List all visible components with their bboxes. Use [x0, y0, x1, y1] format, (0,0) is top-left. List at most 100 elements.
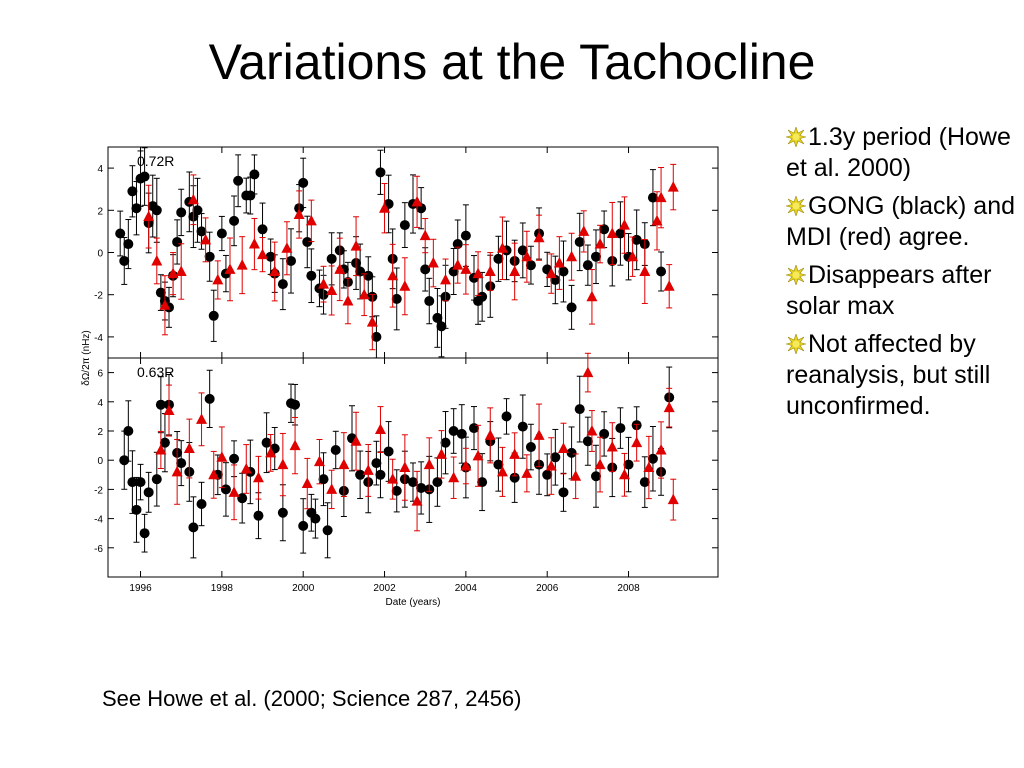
data-point-gong: [432, 312, 443, 323]
data-point-mdi: [651, 214, 663, 226]
data-point-mdi: [533, 429, 545, 440]
data-point-gong: [253, 510, 264, 521]
yellow-starburst-icon: [786, 334, 806, 354]
yellow-starburst-icon: [786, 196, 806, 216]
x-axis-label: Date (years): [385, 597, 440, 608]
data-point-gong: [139, 528, 150, 539]
data-point-mdi: [342, 295, 354, 306]
data-point-mdi: [435, 448, 447, 459]
data-point-mdi: [143, 210, 155, 222]
y-tick-label: -4: [94, 515, 103, 526]
data-point-gong: [127, 477, 138, 488]
data-point-gong: [326, 253, 337, 264]
data-point-gong: [204, 393, 215, 404]
data-point-mdi: [313, 455, 325, 467]
data-point-mdi: [374, 423, 386, 435]
data-point-gong: [237, 493, 248, 504]
data-point-mdi: [509, 265, 521, 276]
bullet-list: 1.3y period (Howe et al. 2000) GONG (bla…: [786, 122, 1018, 429]
data-point-gong: [383, 446, 394, 457]
data-point-gong: [615, 228, 626, 239]
bullet-text: 1.3y period (Howe et al. 2000): [786, 123, 1011, 182]
data-point-gong: [582, 436, 593, 447]
data-point-mdi: [423, 458, 435, 470]
data-point-gong: [542, 469, 553, 480]
x-tick-label: 2000: [292, 583, 315, 594]
data-point-mdi: [655, 191, 667, 203]
data-point-mdi: [521, 250, 533, 262]
data-point-mdi: [252, 471, 264, 483]
data-point-mdi: [472, 267, 484, 279]
data-point-gong: [525, 260, 536, 271]
data-point-gong: [261, 437, 272, 448]
data-point-gong: [477, 291, 488, 302]
data-point-gong: [277, 279, 288, 290]
bullet-text: GONG (black) and MDI (red) agree.: [786, 192, 1016, 251]
data-point-mdi: [627, 250, 639, 262]
data-point-mdi: [460, 263, 472, 274]
data-point-mdi: [557, 442, 569, 454]
data-point-gong: [639, 477, 650, 488]
data-point-gong: [277, 507, 288, 518]
data-point-gong: [290, 399, 301, 410]
data-point-mdi: [496, 242, 508, 253]
data-point-gong: [306, 270, 317, 281]
data-point-gong: [375, 469, 386, 480]
data-point-mdi: [663, 280, 675, 291]
data-point-mdi: [248, 238, 260, 249]
data-point-gong: [192, 205, 203, 216]
y-tick-label: -2: [94, 291, 103, 302]
data-point-mdi: [509, 448, 521, 459]
data-point-gong: [420, 264, 431, 275]
data-point-mdi: [643, 461, 655, 472]
data-point-gong: [517, 245, 528, 256]
panel-frame: [107, 357, 719, 578]
x-tick-label: 2006: [536, 583, 559, 594]
data-point-gong: [517, 421, 528, 432]
data-point-mdi: [594, 238, 606, 249]
data-point-mdi: [639, 265, 651, 276]
data-point-mdi: [208, 468, 220, 480]
data-point-gong: [298, 177, 309, 188]
panel-label: 0.72R: [137, 153, 174, 169]
y-axis-label: δΩ/2π (nHz): [81, 330, 92, 386]
data-point-mdi: [183, 442, 195, 454]
data-point-gong: [647, 192, 658, 203]
chart-svg: -4 -2 0 2 4 0.72R -6 -4 -2 0 2 4 6 0.63R 1996 1998 2000 2…: [81, 146, 719, 608]
x-tick-label: 2002: [373, 583, 396, 594]
data-point-mdi: [326, 284, 338, 295]
data-point-gong: [115, 228, 126, 239]
data-point-gong: [322, 525, 333, 536]
data-point-gong: [436, 321, 447, 332]
y-tick-label: -2: [94, 485, 103, 496]
data-point-gong: [566, 302, 577, 313]
x-tick-label: 1996: [129, 583, 152, 594]
data-point-mdi: [452, 259, 464, 270]
data-point-mdi: [175, 265, 187, 276]
data-point-mdi: [167, 267, 179, 279]
data-point-mdi: [265, 446, 277, 458]
data-point-gong: [399, 220, 410, 231]
x-tick-label: 2008: [617, 583, 640, 594]
data-point-gong: [615, 423, 626, 434]
data-point-mdi: [472, 449, 484, 461]
data-point-mdi: [338, 458, 350, 470]
citation: See Howe et al. (2000; Science 287, 2456…: [102, 686, 522, 711]
data-point-mdi: [521, 467, 533, 478]
data-point-gong: [416, 482, 427, 493]
x-tick-label: 2004: [455, 583, 478, 594]
data-point-gong: [448, 426, 459, 436]
data-point-gong: [477, 477, 488, 488]
data-point-mdi: [366, 316, 378, 327]
data-point-gong: [591, 471, 601, 482]
data-point-mdi: [440, 273, 452, 285]
data-point-gong: [501, 411, 512, 422]
data-point-gong: [151, 205, 162, 216]
data-point-mdi: [224, 263, 236, 274]
bullet-item: 1.3y period (Howe et al. 2000): [786, 122, 1018, 184]
data-point-mdi: [533, 231, 545, 243]
data-point-mdi: [240, 462, 252, 474]
x-tick-label: 1998: [211, 583, 234, 594]
data-point-mdi: [269, 265, 281, 276]
data-point-gong: [452, 239, 463, 250]
